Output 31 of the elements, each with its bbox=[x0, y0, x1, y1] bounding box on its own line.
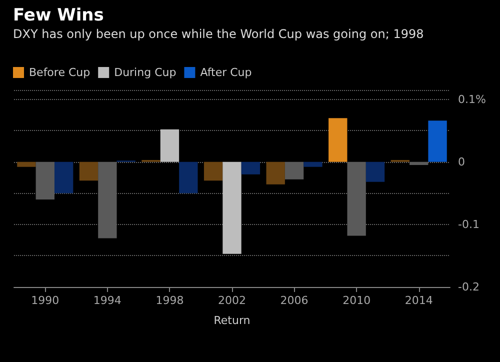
bar bbox=[328, 118, 348, 162]
y-tick-label: 0 bbox=[458, 155, 465, 168]
y-tick-label: -0.1 bbox=[458, 218, 480, 231]
bar bbox=[266, 162, 285, 184]
bar bbox=[54, 162, 74, 194]
x-tick-label: 1994 bbox=[93, 294, 122, 307]
bar bbox=[222, 162, 242, 254]
bar bbox=[79, 162, 98, 181]
x-tick-label: 2014 bbox=[404, 294, 433, 307]
legend-label: After Cup bbox=[200, 66, 252, 79]
y-tick-label: -0.2 bbox=[458, 280, 480, 294]
legend-label: Before Cup bbox=[29, 66, 90, 79]
y-tick-label: 0.1% bbox=[458, 92, 486, 106]
x-tick-label: 1998 bbox=[156, 294, 184, 307]
bar bbox=[179, 162, 198, 194]
bar bbox=[284, 162, 304, 180]
legend-label: During Cup bbox=[114, 66, 176, 79]
bar bbox=[241, 162, 260, 174]
bar bbox=[428, 120, 447, 162]
chart-title: Few Wins bbox=[13, 6, 104, 26]
x-tick-label: 2002 bbox=[218, 294, 246, 307]
chart-subtitle: DXY has only been up once while the World Cup was going on; 1998 bbox=[13, 27, 424, 41]
x-tick-label: 2010 bbox=[342, 294, 371, 307]
bar bbox=[17, 162, 36, 167]
bar bbox=[366, 162, 385, 182]
bar bbox=[160, 129, 180, 162]
x-tick-label: 2006 bbox=[280, 294, 308, 307]
bar bbox=[304, 162, 322, 167]
x-axis-title: Return bbox=[214, 314, 250, 327]
x-tick-label: 1990 bbox=[31, 294, 60, 307]
bar bbox=[204, 162, 223, 181]
